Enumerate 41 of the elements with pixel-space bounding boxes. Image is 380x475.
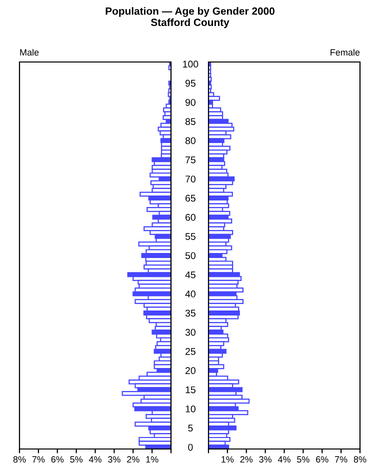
x-tick-label: 3% [108,456,120,463]
x-tick-label: 8% [13,456,26,463]
y-tick-label: 75 [186,156,196,164]
x-tick-label: 4% [278,456,290,463]
y-tick-label: 85 [185,118,196,126]
y-tick-label: 40 [185,290,196,298]
x-tick-label: 6% [51,456,64,463]
x-tick-label: 8% [354,456,366,463]
y-tick-label: 5 [188,424,193,432]
x-tick-label: 2% [127,456,140,463]
y-tick-label: 90 [185,98,196,106]
x-tick-label: 5% [297,456,310,463]
x-tick-label: 6% [316,456,328,463]
y-tick-label: 95 [185,80,196,87]
y-tick-label: 50 [185,252,196,260]
y-tick-label: 100 [183,60,198,68]
y-tick-label: 45 [185,271,196,278]
chart-title: Population — Age by Gender 2000 [106,7,274,17]
y-tick-label: 30 [185,328,196,336]
y-tick-label: 20 [186,367,196,374]
y-tick-label: 25 [186,348,196,355]
y-tick-label: 0 [188,444,193,451]
x-tick-label: 7% [335,456,348,463]
y-tick-label: 35 [185,310,196,317]
chart-subtitle: Stafford County [150,18,230,28]
x-tick-label: 1% [222,456,234,463]
x-tick-label: 3% [259,456,272,463]
y-tick-label: 80 [185,137,196,144]
y-tick-label: 15 [186,386,196,394]
y-tick-label: 70 [186,176,196,182]
text: Male [20,48,39,56]
x-tick-label: 4% [88,456,102,463]
y-tick-label: 65 [186,194,196,202]
x-tick-label: 2% [240,456,253,463]
text: Female [330,48,360,56]
x-tick-label: 1% [146,456,158,463]
y-tick-label: 55 [185,233,196,240]
x-tick-label: 7% [32,456,45,463]
x-tick-label: 5% [70,456,83,463]
y-tick-label: 60 [186,214,196,221]
y-tick-label: 10 [186,406,196,412]
